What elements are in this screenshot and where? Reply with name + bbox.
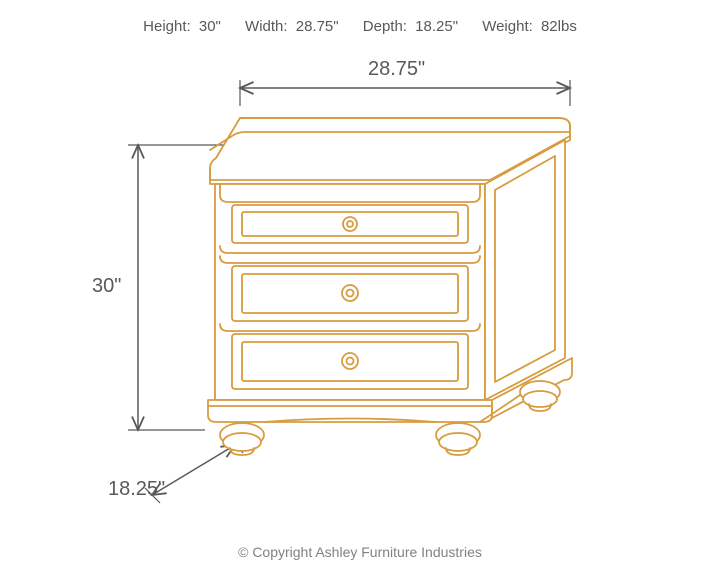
spec-height: Height: 30" [143,18,221,35]
spec-width-label: Width: [245,18,288,35]
depth-label: 18.25" [108,478,165,501]
spec-height-label: Height: [143,18,191,35]
spec-weight: Weight: 82lbs [482,18,577,35]
foot-front-right [436,423,480,455]
spec-depth: Depth: 18.25" [363,18,458,35]
width-label: 28.75" [368,58,425,81]
furniture-diagram: 28.75" 30" 18.25" [60,50,660,530]
spec-height-value: 30" [199,18,221,35]
nightstand-drawing [60,50,660,530]
spec-width: Width: 28.75" [245,18,339,35]
spec-depth-value: 18.25" [415,18,458,35]
spec-weight-label: Weight: [482,18,533,35]
width-dimension-arrow [240,80,570,106]
spec-weight-value: 82lbs [541,18,577,35]
height-dimension-arrow [128,145,225,430]
spec-depth-label: Depth: [363,18,407,35]
copyright-text: © Copyright Ashley Furniture Industries [0,544,720,560]
height-label: 30" [92,275,121,298]
foot-back-right [520,381,560,411]
nightstand-body [208,118,572,455]
spec-width-value: 28.75" [296,18,339,35]
specifications-row: Height: 30" Width: 28.75" Depth: 18.25" … [0,18,720,35]
